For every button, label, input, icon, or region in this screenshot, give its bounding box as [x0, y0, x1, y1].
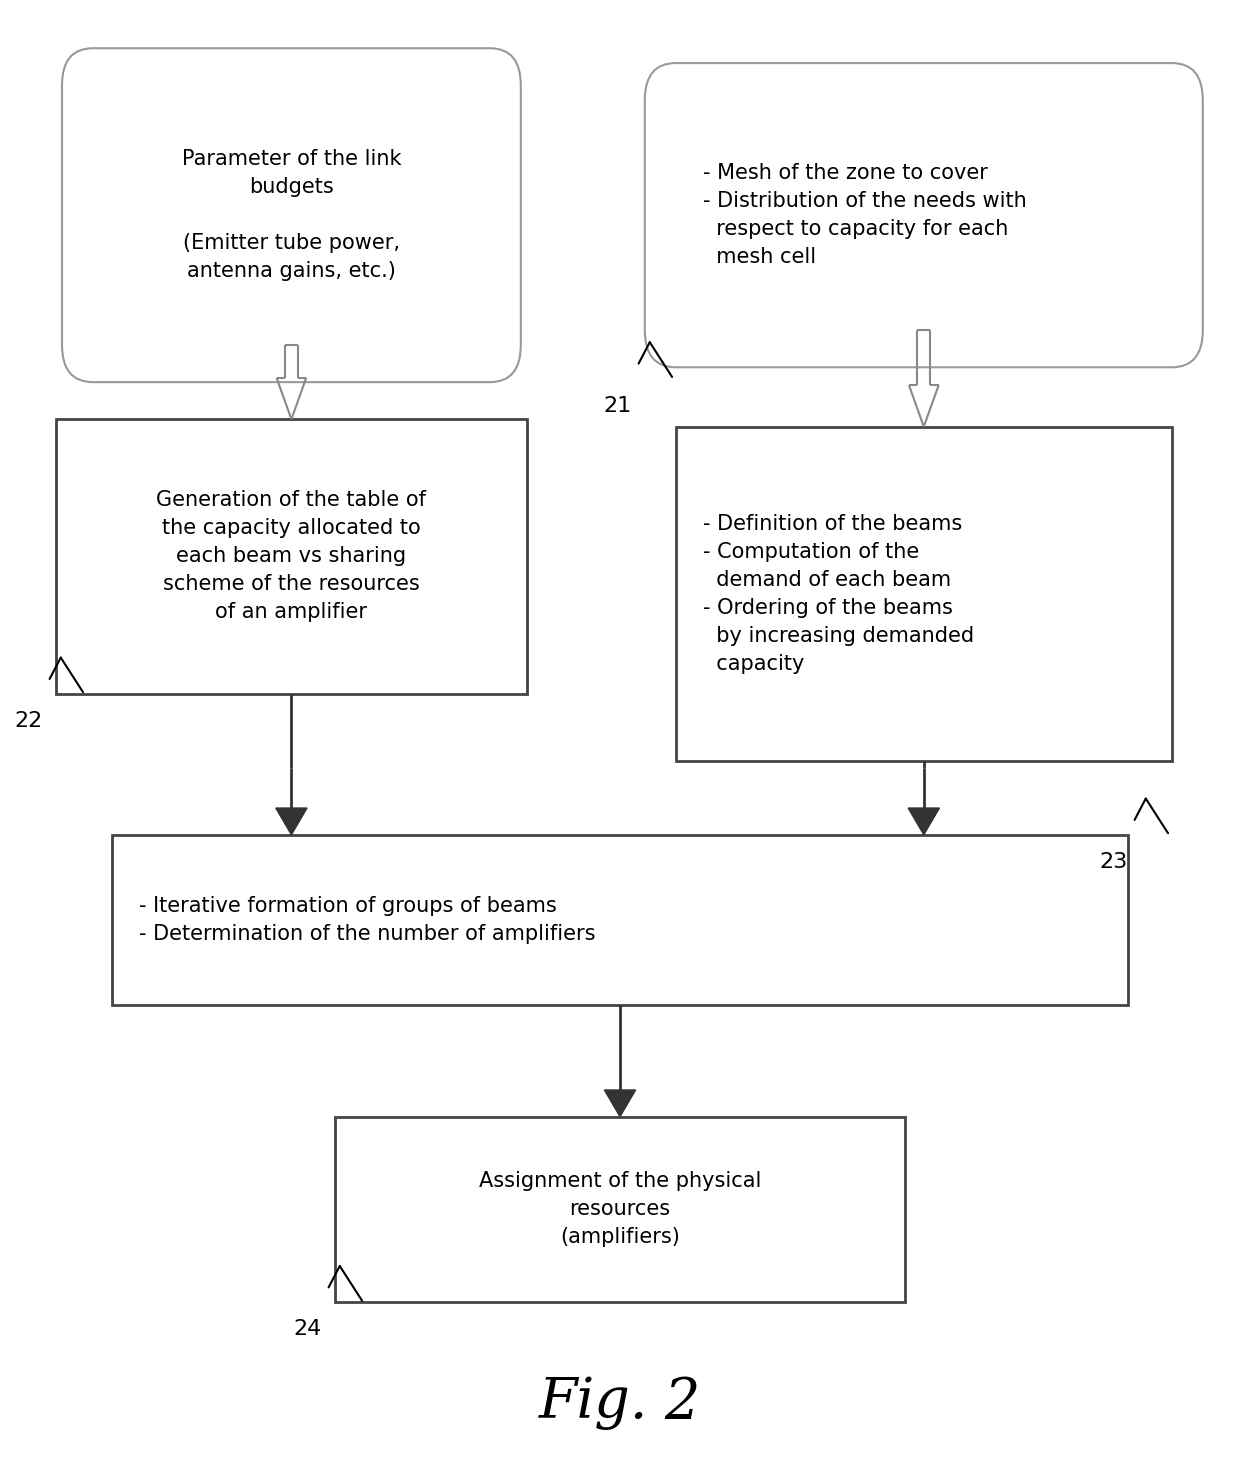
Text: - Definition of the beams
- Computation of the
  demand of each beam
- Ordering : - Definition of the beams - Computation … [703, 513, 975, 674]
Text: - Iterative formation of groups of beams
- Determination of the number of amplif: - Iterative formation of groups of beams… [139, 896, 595, 944]
Text: Parameter of the link
budgets

(Emitter tube power,
antenna gains, etc.): Parameter of the link budgets (Emitter t… [181, 150, 402, 280]
FancyBboxPatch shape [645, 62, 1203, 368]
Text: 21: 21 [604, 396, 632, 416]
Bar [56, 418, 527, 695]
Polygon shape [604, 1089, 636, 1116]
Text: 22: 22 [15, 711, 43, 732]
Polygon shape [908, 807, 940, 834]
Polygon shape [275, 807, 308, 834]
Text: 24: 24 [294, 1319, 322, 1340]
Text: Assignment of the physical
resources
(amplifiers): Assignment of the physical resources (am… [479, 1171, 761, 1248]
Bar [335, 1116, 905, 1303]
Bar [112, 834, 1128, 1006]
Text: 23: 23 [1100, 852, 1128, 873]
FancyBboxPatch shape [62, 47, 521, 383]
Text: - Mesh of the zone to cover
- Distribution of the needs with
  respect to capaci: - Mesh of the zone to cover - Distributi… [703, 163, 1027, 267]
Text: Generation of the table of
the capacity allocated to
each beam vs sharing
scheme: Generation of the table of the capacity … [156, 491, 427, 622]
Bar [676, 427, 1172, 760]
Text: Fig. 2: Fig. 2 [539, 1376, 701, 1429]
